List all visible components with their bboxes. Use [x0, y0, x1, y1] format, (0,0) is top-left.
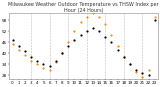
Point — [36, 60, 39, 61]
Point — [55, 62, 57, 63]
Title: Milwaukee Weather Outdoor Temperature vs THSW Index per Hour (24 Hours): Milwaukee Weather Outdoor Temperature vs… — [8, 2, 159, 13]
Point — [104, 23, 107, 25]
Point — [36, 64, 39, 65]
Point — [147, 69, 150, 70]
Point — [48, 69, 51, 70]
Point — [135, 69, 137, 70]
Point — [61, 52, 63, 54]
Point — [135, 71, 137, 72]
Point — [110, 34, 113, 36]
Point — [55, 60, 57, 61]
Point — [153, 19, 156, 21]
Point — [98, 31, 100, 32]
Point — [61, 52, 63, 54]
Point — [11, 40, 14, 41]
Point — [116, 45, 119, 47]
Point — [104, 36, 107, 37]
Point — [147, 74, 150, 76]
Point — [67, 45, 69, 47]
Point — [73, 31, 76, 32]
Point — [98, 16, 100, 17]
Point — [123, 56, 125, 58]
Point — [30, 56, 32, 58]
Point — [85, 31, 88, 32]
Point — [123, 56, 125, 58]
Point — [141, 73, 144, 74]
Point — [11, 43, 14, 45]
Point — [129, 64, 131, 65]
Point — [42, 67, 45, 69]
Point — [42, 64, 45, 65]
Point — [116, 49, 119, 50]
Point — [92, 12, 94, 14]
Point — [141, 76, 144, 78]
Point — [79, 34, 82, 36]
Point — [24, 54, 26, 56]
Point — [24, 51, 26, 52]
Point — [110, 41, 113, 43]
Point — [17, 45, 20, 47]
Point — [73, 40, 76, 41]
Point — [67, 41, 69, 43]
Point — [153, 16, 156, 17]
Point — [79, 21, 82, 23]
Point — [92, 27, 94, 28]
Point — [17, 49, 20, 50]
Point — [48, 65, 51, 67]
Point — [30, 60, 32, 61]
Point — [129, 64, 131, 65]
Point — [85, 16, 88, 17]
